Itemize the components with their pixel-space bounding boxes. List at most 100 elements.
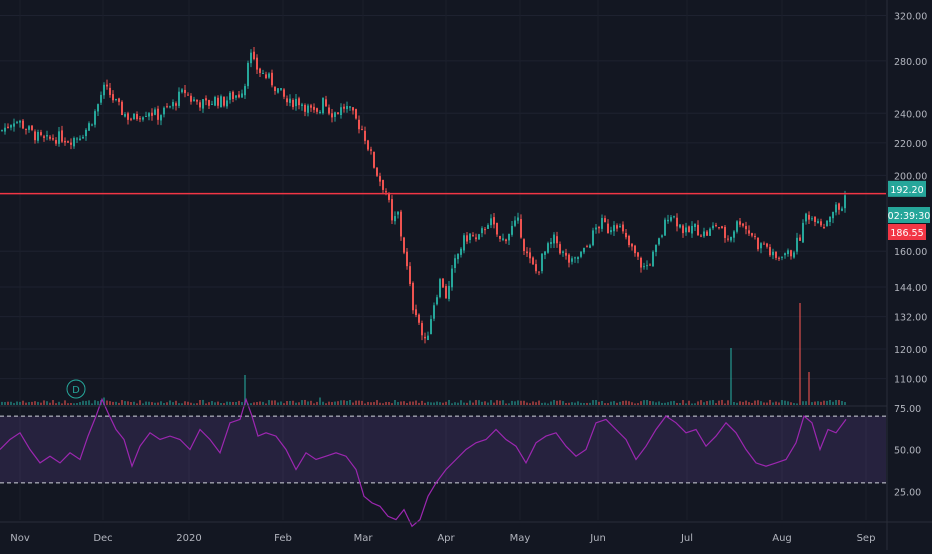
volume-bar bbox=[115, 401, 117, 405]
candle-body bbox=[802, 222, 804, 243]
candle-body bbox=[313, 106, 315, 110]
candle-body bbox=[733, 231, 735, 238]
candle-body bbox=[292, 99, 294, 108]
volume-bar bbox=[556, 400, 558, 405]
volume-bar bbox=[331, 402, 333, 405]
candle-body bbox=[496, 222, 498, 235]
candle-body bbox=[472, 235, 474, 237]
candle-body bbox=[325, 99, 327, 107]
volume-bar bbox=[763, 402, 765, 405]
candle-body bbox=[832, 211, 834, 219]
volume-bar bbox=[811, 402, 813, 405]
candle-body bbox=[37, 131, 39, 141]
price-tick-label: 220.00 bbox=[894, 139, 927, 150]
candle-body bbox=[22, 120, 24, 129]
candle-body bbox=[247, 62, 249, 87]
volume-bar bbox=[784, 400, 786, 405]
volume-bar bbox=[265, 403, 267, 405]
volume-bar bbox=[157, 402, 159, 405]
candle-body bbox=[730, 236, 732, 241]
candle-body bbox=[691, 225, 693, 234]
volume-bar bbox=[214, 402, 216, 405]
volume-bar bbox=[439, 402, 441, 405]
volume-bar bbox=[145, 401, 147, 405]
volume-bar bbox=[172, 402, 174, 405]
last-price-label: 192.20 bbox=[890, 185, 923, 196]
volume-bar bbox=[166, 402, 168, 405]
dividend-marker[interactable] bbox=[66, 379, 86, 399]
volume-bar bbox=[526, 402, 528, 405]
candle-body bbox=[151, 112, 153, 116]
candle-body bbox=[208, 100, 210, 106]
last-price-tag bbox=[888, 180, 926, 197]
volume-bar bbox=[709, 400, 711, 405]
volume-bar bbox=[211, 401, 213, 405]
line-price-label: 186.55 bbox=[890, 228, 923, 239]
candle-body bbox=[679, 224, 681, 228]
candle-body bbox=[511, 225, 513, 235]
volume-bar bbox=[46, 401, 48, 405]
volume-bar bbox=[622, 400, 624, 405]
candle-body bbox=[358, 119, 360, 130]
candle-body bbox=[430, 319, 432, 334]
candle-body bbox=[217, 97, 219, 106]
price-tick-label: 110.00 bbox=[894, 375, 927, 386]
candle-body bbox=[10, 125, 12, 128]
volume-bar bbox=[4, 402, 6, 405]
volume-bar bbox=[499, 400, 501, 405]
candle-body bbox=[562, 251, 564, 253]
candle-body bbox=[394, 216, 396, 222]
candle-body bbox=[616, 225, 618, 229]
volume-bar bbox=[637, 403, 639, 405]
time-tick-label: Dec bbox=[93, 533, 112, 544]
candle-body bbox=[454, 258, 456, 268]
volume-bar bbox=[727, 400, 729, 405]
candle-body bbox=[388, 193, 390, 200]
candle-body bbox=[481, 228, 483, 234]
candle-body bbox=[106, 84, 108, 87]
candle-body bbox=[256, 57, 258, 70]
volume-bar bbox=[541, 402, 543, 405]
candle-body bbox=[652, 251, 654, 267]
candle-body bbox=[268, 73, 270, 78]
candle-body bbox=[40, 132, 42, 136]
volume-bar bbox=[37, 401, 39, 405]
candle-body bbox=[193, 99, 195, 102]
volume-bar bbox=[415, 400, 417, 405]
candle-body bbox=[604, 218, 606, 223]
candle-body bbox=[628, 235, 630, 246]
price-tick-label: 132.00 bbox=[894, 313, 927, 324]
candle-body bbox=[403, 237, 405, 253]
time-tick-label: Nov bbox=[10, 533, 30, 544]
volume-bar bbox=[685, 403, 687, 405]
candle-body bbox=[124, 114, 126, 117]
volume-bar bbox=[391, 403, 393, 405]
volume-bar bbox=[760, 401, 762, 405]
candle-body bbox=[592, 230, 594, 246]
countdown-tag bbox=[888, 207, 930, 223]
time-tick-label: Sep bbox=[857, 533, 876, 544]
volume-bar bbox=[382, 403, 384, 405]
volume-bar bbox=[208, 402, 210, 405]
volume-bar bbox=[79, 402, 81, 405]
candle-body bbox=[406, 251, 408, 267]
candle-body bbox=[829, 216, 831, 223]
candle-body bbox=[322, 98, 324, 114]
volume-bar bbox=[676, 402, 678, 405]
volume-bar bbox=[679, 402, 681, 405]
volume-bar bbox=[736, 402, 738, 405]
candle-body bbox=[238, 94, 240, 98]
volume-bar bbox=[829, 399, 831, 405]
candle-body bbox=[13, 123, 15, 127]
candle-body bbox=[319, 111, 321, 113]
candle-body bbox=[451, 268, 453, 288]
volume-bar bbox=[292, 400, 294, 405]
candle-body bbox=[412, 282, 414, 311]
volume-bar bbox=[823, 400, 825, 405]
candle-body bbox=[526, 251, 528, 254]
volume-bar bbox=[775, 401, 777, 405]
candle-body bbox=[658, 238, 660, 245]
volume-bar bbox=[283, 403, 285, 405]
